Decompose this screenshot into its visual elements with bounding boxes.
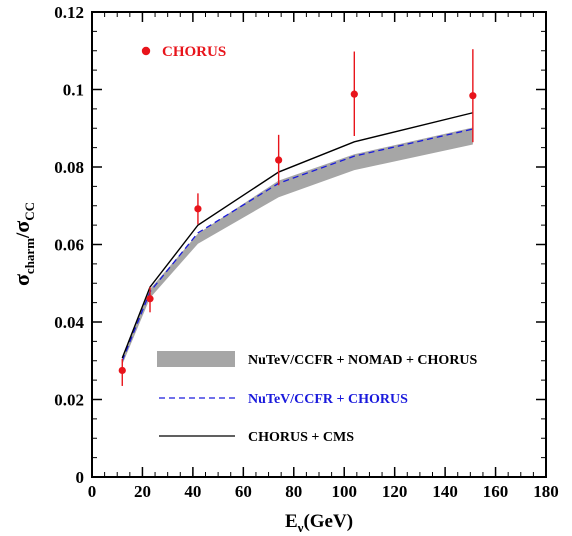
legend-band-swatch	[157, 351, 235, 367]
line-chorus-cms	[121, 112, 474, 359]
plot-frame-group	[91, 11, 547, 478]
y-tick-label: 0.08	[54, 158, 84, 177]
data-point	[275, 156, 283, 164]
legend-solid-label: CHORUS + CMS	[248, 430, 354, 445]
legend-band-label: NuTeV/CCFR + NOMAD + CHORUS	[248, 353, 478, 368]
y-tick-label: 0.06	[54, 236, 84, 255]
data-point	[469, 92, 477, 100]
series-layer	[121, 112, 474, 365]
x-tick-label: 120	[382, 482, 408, 501]
y-tick-label: 0	[76, 468, 85, 487]
x-tick-label: 0	[88, 482, 97, 501]
plot-frame	[91, 11, 547, 478]
x-tick-label: 100	[331, 482, 357, 501]
data-legend: CHORUS	[141, 44, 226, 60]
data-points-layer	[118, 49, 477, 386]
x-axis-label: Eν(GeV)	[285, 511, 353, 535]
y-tick-label: 0.1	[63, 81, 84, 100]
data-point	[146, 295, 154, 303]
x-tick-label: 80	[285, 482, 302, 501]
x-tick-label: 180	[533, 482, 559, 501]
band-nutev-ccfr-nomad-chorus	[122, 127, 473, 365]
legend: NuTeV/CCFR + NOMAD + CHORUS NuTeV/CCFR +…	[157, 351, 478, 445]
data-point	[350, 90, 358, 98]
x-tick-label: 140	[432, 482, 458, 501]
y-axis-ticks: 0 0.02 0.04 0.06 0.08 0.1 0.12	[54, 3, 546, 487]
legend-dashed-label: NuTeV/CCFR + CHORUS	[248, 392, 408, 407]
data-point	[194, 205, 202, 213]
data-legend-label: CHORUS	[162, 44, 226, 60]
x-tick-label: 40	[184, 482, 201, 501]
x-tick-label: 60	[235, 482, 252, 501]
x-tick-label: 20	[134, 482, 151, 501]
line-nutev-ccfr-chorus	[121, 128, 474, 361]
x-axis-ticks: 0 20 40 60 80 100 120 140 160 180	[88, 12, 559, 501]
y-tick-label: 0.12	[54, 3, 84, 22]
y-tick-label: 0.02	[54, 391, 84, 410]
y-tick-label: 0.04	[54, 313, 84, 332]
data-legend-marker	[141, 46, 151, 56]
x-tick-label: 160	[483, 482, 509, 501]
y-axis-label: σcharm/σCC	[9, 202, 37, 286]
data-point	[118, 366, 126, 375]
